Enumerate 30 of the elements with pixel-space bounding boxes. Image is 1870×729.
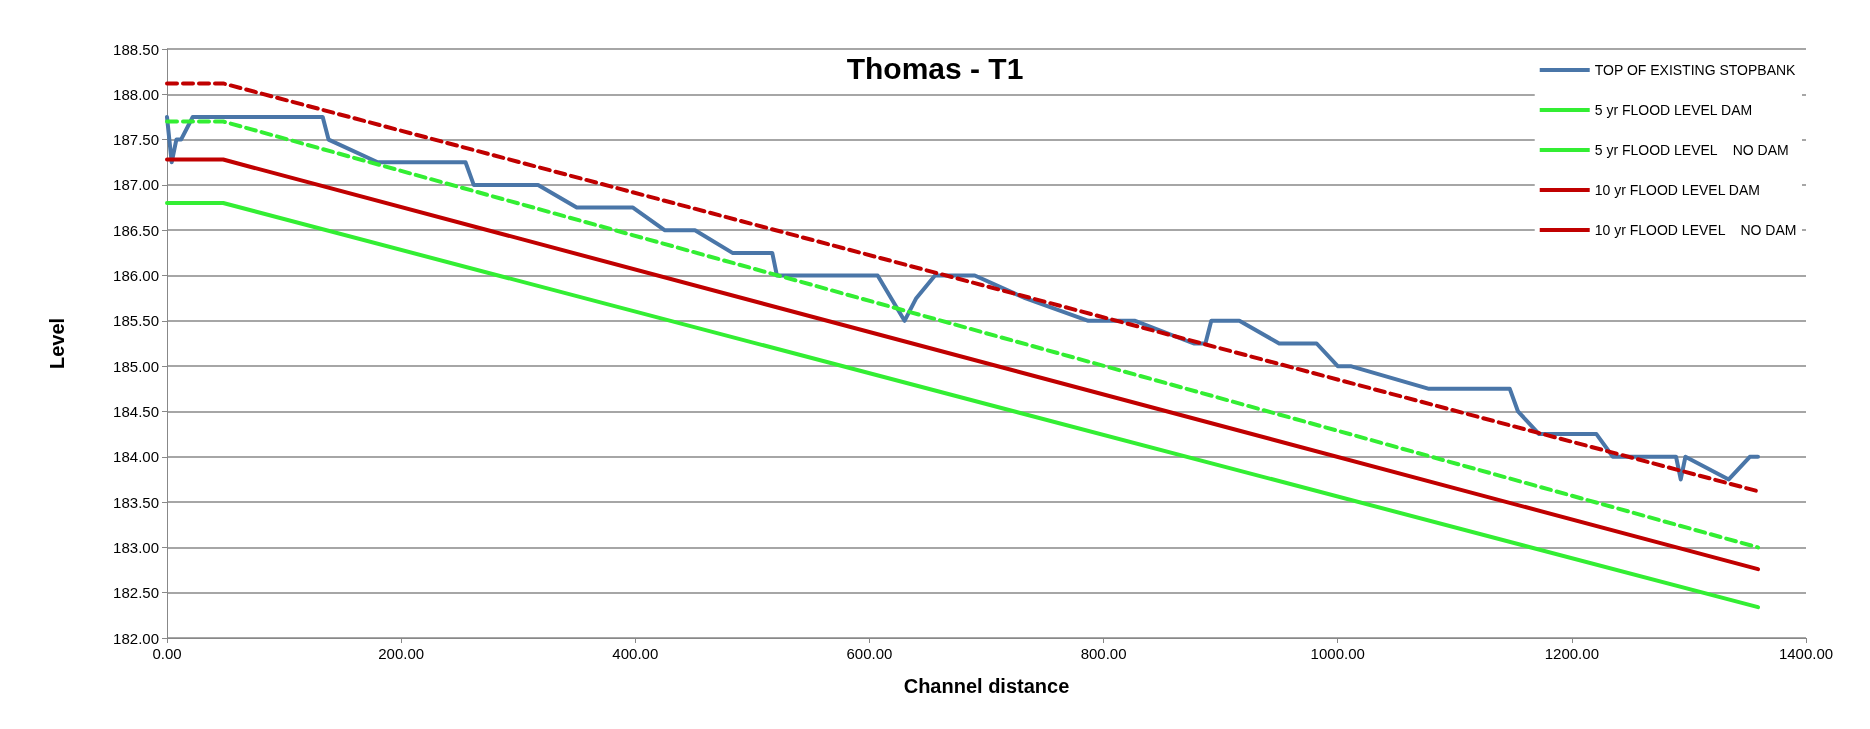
legend-label: 10 yr FLOOD LEVEL DAM bbox=[1594, 182, 1760, 198]
y-tick-label: 185.00 bbox=[113, 357, 159, 375]
y-tick-label: 186.00 bbox=[113, 267, 159, 285]
legend-label: 5 yr FLOOD LEVEL DAM bbox=[1594, 102, 1753, 118]
chart-title: Thomas - T1 bbox=[846, 51, 1024, 85]
x-tick-label: 1200.00 bbox=[1544, 645, 1599, 662]
y-tick-label: 183.50 bbox=[113, 493, 159, 511]
y-tick-label: 184.00 bbox=[113, 448, 159, 466]
legend-label: 5 yr FLOOD LEVEL NO DAM bbox=[1594, 142, 1789, 158]
y-tick-label: 187.00 bbox=[113, 176, 159, 194]
legend-label: TOP OF EXISTING STOPBANK bbox=[1594, 62, 1797, 78]
x-tick-label: 1000.00 bbox=[1310, 645, 1365, 662]
x-axis-title: Channel distance bbox=[903, 675, 1070, 697]
y-tick-label: 187.50 bbox=[113, 131, 159, 149]
y-tick-label: 188.00 bbox=[113, 85, 159, 103]
x-tick-label: 800.00 bbox=[1080, 645, 1127, 662]
legend-label: 10 yr FLOOD LEVEL NO DAM bbox=[1594, 222, 1797, 238]
y-tick-label: 185.50 bbox=[113, 312, 159, 330]
x-tick-label: 600.00 bbox=[846, 645, 893, 662]
x-tick-label: 400.00 bbox=[612, 645, 659, 662]
y-tick-label: 182.00 bbox=[113, 629, 159, 647]
y-tick-label: 182.50 bbox=[113, 584, 159, 602]
y-tick-label: 186.50 bbox=[113, 221, 159, 239]
x-tick-label: 1400.00 bbox=[1778, 645, 1834, 662]
x-tick-label: 200.00 bbox=[378, 645, 425, 662]
y-tick-label: 183.00 bbox=[113, 538, 159, 556]
x-tick-label: 0.00 bbox=[152, 645, 182, 662]
y-axis-title: Level bbox=[46, 317, 68, 370]
y-tick-label: 188.50 bbox=[113, 40, 159, 58]
y-tick-label: 184.50 bbox=[113, 402, 159, 420]
